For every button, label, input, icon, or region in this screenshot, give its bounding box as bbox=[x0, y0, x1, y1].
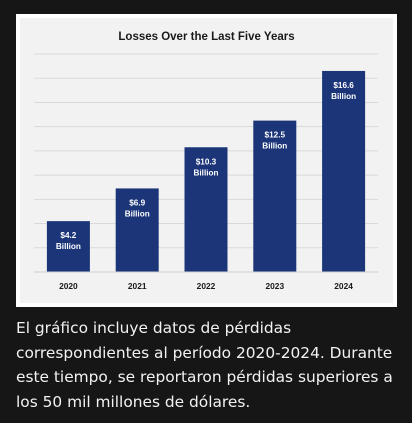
chart-caption: El gráfico incluye datos de pérdidas cor… bbox=[16, 319, 393, 411]
data-label-value: $4.2 bbox=[60, 231, 76, 240]
data-labels: $4.2 Billion $6.9 Billion $10.3 Billion $12.5 B… bbox=[56, 81, 356, 251]
x-tick-labels: 2020 2021 2022 2023 2024 bbox=[59, 281, 353, 291]
chart-frame: Losses Over the Last Five Years $4.2 Bill… bbox=[16, 14, 397, 307]
bars bbox=[46, 70, 366, 272]
x-tick-2022: 2022 bbox=[197, 281, 216, 291]
data-label-unit: Billion bbox=[56, 242, 81, 251]
data-label-unit: Billion bbox=[125, 209, 150, 218]
losses-bar-chart: Losses Over the Last Five Years $4.2 Bill… bbox=[20, 18, 393, 303]
data-label-value: $12.5 bbox=[265, 131, 286, 140]
data-label-value: $16.6 bbox=[333, 81, 354, 90]
bar-2021 bbox=[115, 188, 159, 272]
x-tick-2023: 2023 bbox=[265, 281, 284, 291]
x-tick-2024: 2024 bbox=[334, 281, 353, 291]
x-tick-2020: 2020 bbox=[59, 281, 78, 291]
data-label-unit: Billion bbox=[331, 92, 356, 101]
data-label-value: $6.9 bbox=[129, 198, 145, 207]
x-tick-2021: 2021 bbox=[128, 281, 147, 291]
data-label-unit: Billion bbox=[193, 168, 218, 177]
data-label-unit: Billion bbox=[262, 142, 287, 151]
bar-2022 bbox=[184, 147, 228, 272]
bar-2023 bbox=[253, 120, 297, 272]
data-label-value: $10.3 bbox=[196, 157, 217, 166]
bar-2024 bbox=[322, 70, 366, 272]
bar-2020 bbox=[46, 221, 90, 272]
chart-title: Losses Over the Last Five Years bbox=[118, 31, 294, 43]
